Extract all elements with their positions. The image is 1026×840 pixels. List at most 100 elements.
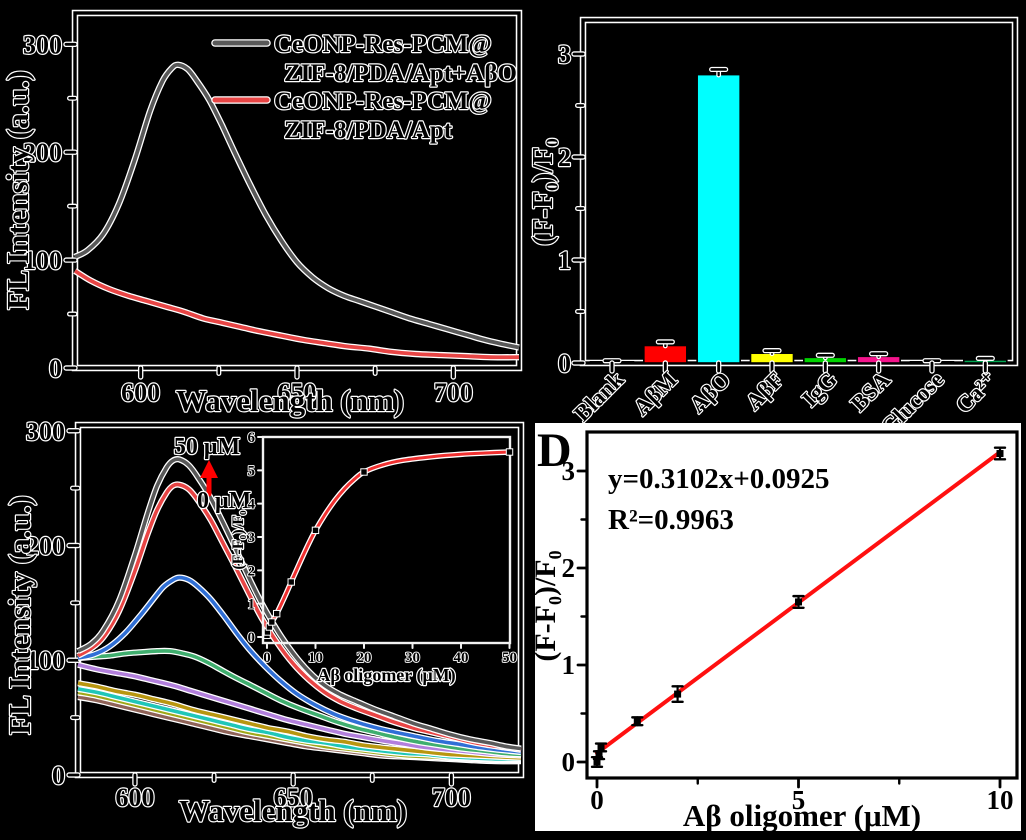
inset-x-tick-label: 30: [405, 650, 420, 666]
x-tick-label: 5: [792, 785, 806, 815]
legend-label: CeONP-Res-PCM@: [274, 88, 492, 115]
y-tick-label: 200: [26, 531, 65, 560]
series-curve-5μM: [77, 649, 522, 757]
y-tick-label: 300: [23, 30, 62, 59]
series-curve-0: [74, 62, 520, 350]
inset-frame: [261, 435, 512, 645]
x-axis-title: Wavelength (nm): [179, 793, 407, 828]
x-tick-label: 700: [434, 378, 473, 407]
legend-label: ZIF-8/PDA/Apt+AβO: [284, 60, 517, 87]
category-label: Ca²⁺: [951, 367, 1002, 418]
panel-b-selectivity-bar-chart: 0 1 2 3 (F-F₀)/F₀ Blank AβM AβO AβF IgG BSA Glucose…: [526, 0, 1026, 441]
series-curve-10μM: [77, 575, 522, 754]
data-point-5: [795, 598, 802, 606]
x-axis-title: Wavelength (nm): [176, 383, 404, 418]
series-curve-1μM: [77, 681, 522, 760]
y-tick-label: 0: [49, 354, 62, 383]
category-label: AβO: [685, 367, 736, 418]
axes-frame: [581, 18, 1017, 365]
y-tick-label: 300: [26, 417, 65, 446]
y-tick-label: 2: [558, 143, 571, 172]
y-tick-label: 100: [23, 246, 62, 275]
inset-data-point-7: [360, 468, 368, 476]
axes-frame-halo: [579, 16, 1019, 367]
x-axis-title: Aβ oligomer (μM): [683, 798, 921, 833]
category-label: AβF: [741, 367, 789, 415]
inset-y-tick-label: 0: [248, 630, 256, 646]
x-tick-label: 650: [278, 378, 317, 407]
inset-x-tick-label: 10: [308, 650, 323, 666]
x-tick-label: 700: [432, 783, 471, 812]
annotation-top-label: 50 μM: [174, 434, 240, 460]
y-tick-label: 3: [562, 456, 576, 486]
panel-d-background: [535, 423, 1021, 831]
panel-a-fl-spectra-comparison: 600 650 700 0 100 200 300 Wavelength (nm) FL Int…: [0, 0, 530, 420]
x-tick-label: 600: [115, 783, 154, 812]
inset-y-tick-label: 6: [248, 430, 256, 446]
data-point-3: [633, 717, 641, 725]
up-arrow-icon: [200, 460, 218, 478]
inset-curve: [265, 450, 510, 636]
inset-data-point-6: [311, 526, 320, 535]
inset-y-tick-label: 1: [248, 597, 256, 613]
x-tick-label: 650: [274, 783, 313, 812]
y-tick-label: 100: [26, 646, 65, 675]
y-tick-label: 3: [558, 40, 571, 69]
panel-d-chart: D 0 5 10 0 1 2 3 Aβ oligomer (μM) (F-F₀)/F₀ y=0.31…: [529, 423, 1021, 833]
inset-y-tick-label: 3: [248, 530, 256, 546]
y-tick-label: 0: [52, 761, 65, 790]
axes-frame: [76, 423, 523, 777]
series-curve-2μM: [77, 663, 522, 758]
series-curve-50μM: [77, 457, 522, 751]
inset-x-tick-label: 40: [454, 650, 469, 666]
y-tick-label: 0: [558, 349, 571, 378]
y-tick-label: 1: [558, 246, 571, 275]
panel-label-d: D: [537, 424, 572, 477]
inset-y-tick-label: 4: [248, 497, 256, 513]
category-label: AβM: [629, 367, 683, 421]
inset-y-axis-title: (F-F₀)/F₀: [230, 510, 247, 570]
panel-c-concentration-spectra: 600 650 700 0 100 200 300 Wavelength (nm) FL Int…: [0, 416, 530, 840]
axes-frame: [585, 430, 1019, 780]
inset-x-axis-title: Aβ oligomer (μM): [317, 665, 455, 686]
x-tick-label: 10: [987, 785, 1014, 815]
y-axis-title: (F-F₀)/F₀: [527, 138, 559, 246]
y-tick-label: 2: [562, 553, 576, 583]
panel-a-chart: 600 650 700 0 100 200 300 Wavelength (nm) FL Int…: [0, 9, 523, 419]
y-axis-title: FL Intensity (a.u.): [0, 70, 35, 309]
category-label: Blank: [569, 367, 628, 426]
data-point-2: [597, 743, 605, 751]
inset-data-point-5: [287, 578, 295, 586]
series-curve-1: [73, 269, 520, 360]
inset-data-point-4: [272, 609, 281, 618]
inset-x-tick-label: 0: [263, 650, 271, 666]
inset-data-point-8: [505, 448, 514, 456]
series-curve-1-halo: [73, 268, 520, 361]
fit-equation: y=0.3102x+0.0925: [608, 463, 830, 495]
x-tick-label: 600: [121, 378, 160, 407]
y-tick-label: 1: [562, 650, 576, 680]
legend-label: ZIF-8/PDA/Apt: [284, 117, 453, 144]
series-curve-20μM: [77, 482, 522, 752]
bar-2: [696, 73, 741, 364]
inset-y-tick-label: 5: [248, 463, 256, 479]
data-point-6: [996, 450, 1004, 458]
inset-y-tick-label: 2: [248, 563, 256, 579]
data-point-4: [674, 690, 682, 698]
y-tick-label: 0: [562, 747, 576, 777]
inset-x-tick-label: 50: [502, 650, 517, 666]
y-axis-title: FL Intensity (a.u.): [2, 495, 37, 734]
y-tick-label: 200: [23, 138, 62, 167]
x-tick-label: 0: [590, 785, 604, 815]
data-point-1: [595, 751, 603, 759]
category-label: IgG: [797, 367, 842, 412]
legend-label: CeONP-Res-PCM@: [274, 31, 492, 58]
inset-x-tick-label: 20: [356, 650, 371, 666]
y-axis-title: (F-F₀)/F₀: [529, 550, 562, 661]
inset-data-point-3: [268, 618, 276, 626]
fit-r-squared: R²=0.9963: [608, 504, 734, 536]
panel-d-calibration-plot: D 0 5 10 0 1 2 3 Aβ oligomer (μM) (F-F₀)/F₀ y=0.31…: [529, 420, 1026, 840]
